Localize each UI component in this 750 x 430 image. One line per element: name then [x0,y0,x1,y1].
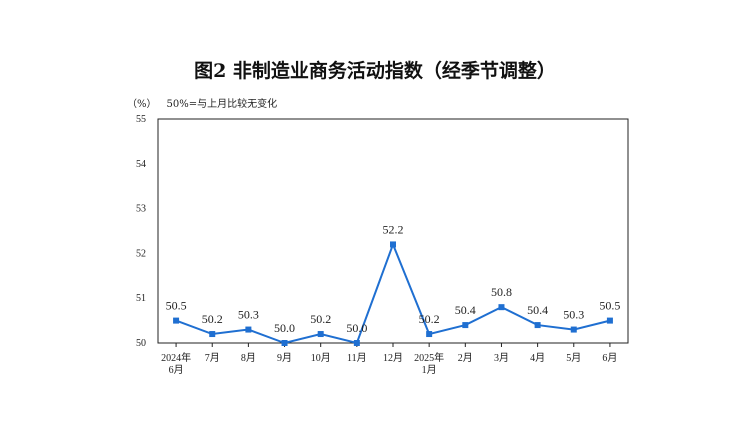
y-tick-label: 52 [136,248,146,259]
data-point [462,322,469,329]
x-tick-label: 9月 [277,352,292,364]
data-label: 50.2 [202,312,223,326]
x-tick-label: 8月 [241,352,256,364]
data-label: 50.0 [274,321,295,335]
x-tick-label: 2月 [458,352,473,364]
data-point [606,317,613,324]
data-label: 50.3 [563,308,584,322]
data-label: 50.2 [310,312,331,326]
data-label: 50.0 [346,321,367,335]
chart-title: 图2 非制造业商务活动指数（经季节调整） [194,60,556,82]
data-label: 50.4 [527,303,548,317]
data-point [281,340,288,346]
data-label: 52.2 [383,222,404,236]
x-tick-label: 2024年 [161,351,191,364]
y-tick-label: 55 [136,114,146,125]
x-tick-label: 6月 [602,352,617,364]
y-tick-label: 51 [136,293,146,304]
data-point [390,241,396,248]
data-label: 50.5 [599,299,620,313]
x-tick-label: 2025年 [414,351,444,364]
x-tick-label: 5月 [566,352,581,364]
y-tick-label: 53 [136,204,146,215]
data-point [426,331,433,338]
data-point [317,331,324,338]
x-tick-label: 6月 [169,364,184,376]
data-point [245,326,252,333]
data-point [498,304,505,311]
data-label: 50.4 [455,303,476,317]
data-point [570,326,577,333]
y-tick-label: 50 [136,338,146,349]
x-tick-label: 1月 [422,364,437,376]
data-point [173,317,180,324]
x-tick-label: 4月 [530,352,545,364]
data-label: 50.2 [419,312,440,326]
x-tick-label: 3月 [494,352,509,364]
data-label: 50.8 [491,285,512,299]
reference-note: 50%=与上月比较无变化 [166,99,278,110]
x-tick-label: 10月 [311,352,331,364]
series-line [175,241,611,345]
data-point [353,340,360,346]
y-tick-label: 54 [136,159,146,170]
x-tick-label: 11月 [347,352,367,364]
data-label: 50.5 [166,299,187,313]
data-label: 50.3 [238,308,259,322]
x-tick-label: 7月 [205,352,220,364]
data-point [534,322,541,329]
axis-unit-note: （%） 50%=与上月比较无变化 [127,95,287,110]
x-tick-label: 12月 [383,352,403,364]
y-unit-label: （%） [127,99,157,110]
data-point [209,331,216,338]
